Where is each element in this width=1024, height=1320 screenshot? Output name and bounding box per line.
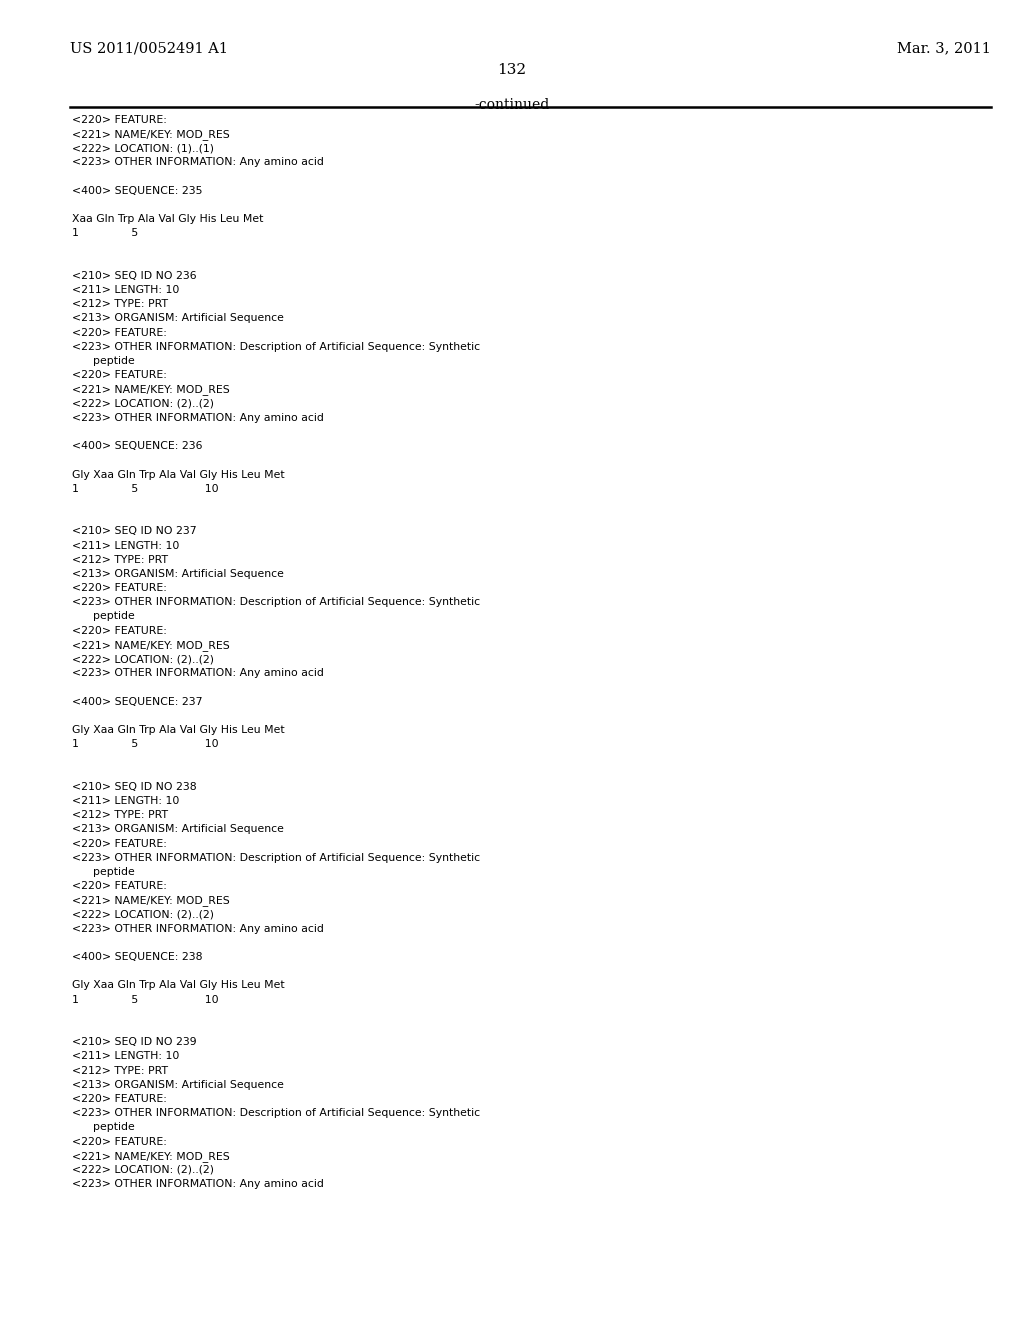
Text: <220> FEATURE:: <220> FEATURE:: [72, 1137, 167, 1147]
Text: <223> OTHER INFORMATION: Any amino acid: <223> OTHER INFORMATION: Any amino acid: [72, 924, 324, 933]
Text: 1               5: 1 5: [72, 228, 138, 239]
Text: <220> FEATURE:: <220> FEATURE:: [72, 626, 167, 636]
Text: <223> OTHER INFORMATION: Any amino acid: <223> OTHER INFORMATION: Any amino acid: [72, 668, 324, 678]
Text: <220> FEATURE:: <220> FEATURE:: [72, 115, 167, 125]
Text: <222> LOCATION: (1)..(1): <222> LOCATION: (1)..(1): [72, 143, 214, 153]
Text: <211> LENGTH: 10: <211> LENGTH: 10: [72, 285, 179, 296]
Text: <213> ORGANISM: Artificial Sequence: <213> ORGANISM: Artificial Sequence: [72, 1080, 284, 1090]
Text: <212> TYPE: PRT: <212> TYPE: PRT: [72, 810, 168, 820]
Text: <221> NAME/KEY: MOD_RES: <221> NAME/KEY: MOD_RES: [72, 895, 229, 907]
Text: <400> SEQUENCE: 236: <400> SEQUENCE: 236: [72, 441, 202, 451]
Text: <211> LENGTH: 10: <211> LENGTH: 10: [72, 541, 179, 550]
Text: <223> OTHER INFORMATION: Description of Artificial Sequence: Synthetic: <223> OTHER INFORMATION: Description of …: [72, 853, 480, 863]
Text: <221> NAME/KEY: MOD_RES: <221> NAME/KEY: MOD_RES: [72, 1151, 229, 1162]
Text: <212> TYPE: PRT: <212> TYPE: PRT: [72, 554, 168, 565]
Text: <223> OTHER INFORMATION: Description of Artificial Sequence: Synthetic: <223> OTHER INFORMATION: Description of …: [72, 342, 480, 352]
Text: <220> FEATURE:: <220> FEATURE:: [72, 583, 167, 593]
Text: Gly Xaa Gln Trp Ala Val Gly His Leu Met: Gly Xaa Gln Trp Ala Val Gly His Leu Met: [72, 725, 285, 735]
Text: <221> NAME/KEY: MOD_RES: <221> NAME/KEY: MOD_RES: [72, 640, 229, 651]
Text: <220> FEATURE:: <220> FEATURE:: [72, 880, 167, 891]
Text: <212> TYPE: PRT: <212> TYPE: PRT: [72, 1065, 168, 1076]
Text: <212> TYPE: PRT: <212> TYPE: PRT: [72, 300, 168, 309]
Text: <213> ORGANISM: Artificial Sequence: <213> ORGANISM: Artificial Sequence: [72, 824, 284, 834]
Text: <223> OTHER INFORMATION: Any amino acid: <223> OTHER INFORMATION: Any amino acid: [72, 157, 324, 168]
Text: 1               5                   10: 1 5 10: [72, 995, 218, 1005]
Text: <220> FEATURE:: <220> FEATURE:: [72, 327, 167, 338]
Text: <221> NAME/KEY: MOD_RES: <221> NAME/KEY: MOD_RES: [72, 384, 229, 396]
Text: <223> OTHER INFORMATION: Description of Artificial Sequence: Synthetic: <223> OTHER INFORMATION: Description of …: [72, 597, 480, 607]
Text: peptide: peptide: [72, 1122, 134, 1133]
Text: peptide: peptide: [72, 611, 134, 622]
Text: <400> SEQUENCE: 235: <400> SEQUENCE: 235: [72, 186, 202, 195]
Text: <223> OTHER INFORMATION: Any amino acid: <223> OTHER INFORMATION: Any amino acid: [72, 1179, 324, 1189]
Text: <220> FEATURE:: <220> FEATURE:: [72, 1094, 167, 1104]
Text: <211> LENGTH: 10: <211> LENGTH: 10: [72, 1051, 179, 1061]
Text: <210> SEQ ID NO 239: <210> SEQ ID NO 239: [72, 1038, 197, 1047]
Text: <221> NAME/KEY: MOD_RES: <221> NAME/KEY: MOD_RES: [72, 129, 229, 140]
Text: <222> LOCATION: (2)..(2): <222> LOCATION: (2)..(2): [72, 909, 214, 920]
Text: <213> ORGANISM: Artificial Sequence: <213> ORGANISM: Artificial Sequence: [72, 313, 284, 323]
Text: <213> ORGANISM: Artificial Sequence: <213> ORGANISM: Artificial Sequence: [72, 569, 284, 579]
Text: Mar. 3, 2011: Mar. 3, 2011: [897, 41, 991, 55]
Text: <222> LOCATION: (2)..(2): <222> LOCATION: (2)..(2): [72, 1164, 214, 1175]
Text: 1               5                   10: 1 5 10: [72, 483, 218, 494]
Text: <211> LENGTH: 10: <211> LENGTH: 10: [72, 796, 179, 807]
Text: US 2011/0052491 A1: US 2011/0052491 A1: [70, 41, 227, 55]
Text: peptide: peptide: [72, 356, 134, 366]
Text: <220> FEATURE:: <220> FEATURE:: [72, 370, 167, 380]
Text: Xaa Gln Trp Ala Val Gly His Leu Met: Xaa Gln Trp Ala Val Gly His Leu Met: [72, 214, 263, 224]
Text: <220> FEATURE:: <220> FEATURE:: [72, 838, 167, 849]
Text: <210> SEQ ID NO 237: <210> SEQ ID NO 237: [72, 527, 197, 536]
Text: <400> SEQUENCE: 238: <400> SEQUENCE: 238: [72, 952, 202, 962]
Text: 1               5                   10: 1 5 10: [72, 739, 218, 750]
Text: peptide: peptide: [72, 867, 134, 876]
Text: 132: 132: [498, 63, 526, 78]
Text: <210> SEQ ID NO 238: <210> SEQ ID NO 238: [72, 781, 197, 792]
Text: <223> OTHER INFORMATION: Any amino acid: <223> OTHER INFORMATION: Any amino acid: [72, 413, 324, 422]
Text: <400> SEQUENCE: 237: <400> SEQUENCE: 237: [72, 697, 202, 706]
Text: Gly Xaa Gln Trp Ala Val Gly His Leu Met: Gly Xaa Gln Trp Ala Val Gly His Leu Met: [72, 981, 285, 990]
Text: <210> SEQ ID NO 236: <210> SEQ ID NO 236: [72, 271, 197, 281]
Text: <222> LOCATION: (2)..(2): <222> LOCATION: (2)..(2): [72, 653, 214, 664]
Text: <223> OTHER INFORMATION: Description of Artificial Sequence: Synthetic: <223> OTHER INFORMATION: Description of …: [72, 1107, 480, 1118]
Text: <222> LOCATION: (2)..(2): <222> LOCATION: (2)..(2): [72, 399, 214, 409]
Text: Gly Xaa Gln Trp Ala Val Gly His Leu Met: Gly Xaa Gln Trp Ala Val Gly His Leu Met: [72, 470, 285, 479]
Text: -continued: -continued: [474, 98, 550, 112]
